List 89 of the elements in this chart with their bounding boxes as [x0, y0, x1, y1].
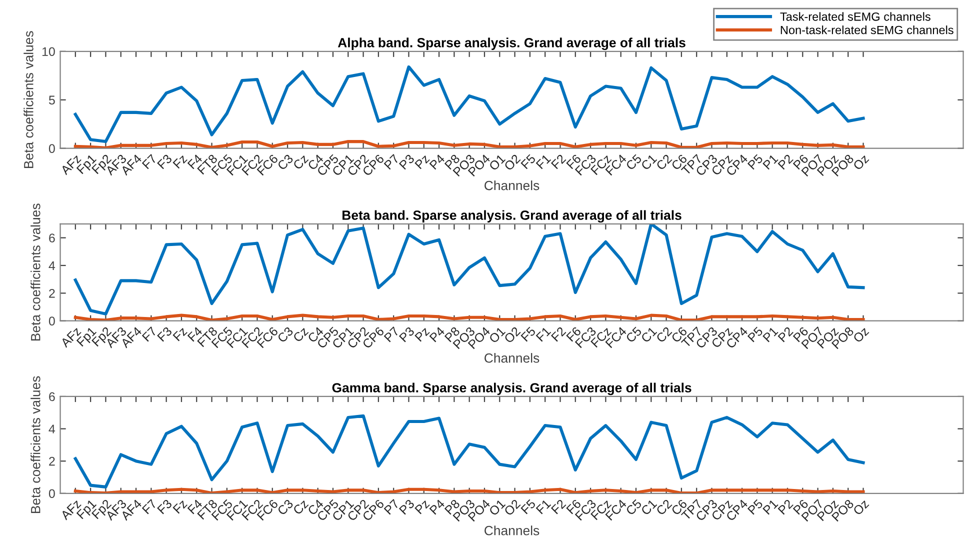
- legend-label: Task-related sEMG channels: [780, 12, 930, 21]
- x-tick-label: P5: [747, 498, 764, 515]
- line-series: [74, 65, 865, 144]
- x-axis-title: Channels: [484, 526, 540, 536]
- x-tick-label: Cz: [292, 154, 309, 170]
- x-tick-label: P3: [398, 498, 415, 515]
- x-tick-label: C1: [640, 326, 658, 344]
- x-tick-label: F2: [550, 154, 566, 170]
- x-tick-label: P7: [384, 326, 400, 342]
- x-tick-label: F7: [142, 154, 158, 170]
- x-tick-label: O1: [488, 326, 506, 344]
- x-tick-label: P1: [762, 499, 778, 515]
- line-series: [74, 140, 865, 148]
- x-tick-label: C3: [276, 498, 294, 516]
- x-tick-label: C1: [640, 498, 658, 516]
- x-tick-label: P2: [778, 498, 794, 515]
- x-tick-label: F3: [156, 154, 172, 170]
- x-tick-label: F3: [156, 498, 172, 514]
- legend-label: Non-task-related sEMG channels: [780, 26, 954, 34]
- x-tick-label: Cz: [292, 498, 309, 516]
- line-series: [74, 224, 865, 316]
- x-tick-label: O2: [504, 498, 521, 516]
- x-tick-label: P1: [762, 154, 778, 170]
- x-tick-label: C5: [625, 498, 642, 516]
- x-tick-label: P7: [384, 499, 400, 515]
- x-tick-label: Fz: [172, 499, 188, 514]
- y-tick-label: 2: [49, 456, 55, 466]
- x-tick-label: C3: [276, 326, 294, 344]
- x-tick-label: C3: [276, 154, 294, 171]
- x-tick-label: F1: [536, 154, 552, 170]
- y-tick-label: 2: [49, 288, 55, 298]
- y-tick-label: 5: [48, 96, 55, 105]
- x-tick-label: Oz: [852, 326, 870, 344]
- y-tick-label: 6: [49, 234, 55, 242]
- x-tick-label: F3: [156, 326, 172, 342]
- x-tick-label: P3: [398, 154, 415, 170]
- x-tick-label: Oz: [852, 498, 870, 516]
- x-tick-label: C5: [625, 326, 642, 344]
- y-axis-title: Beta coefficients values: [24, 31, 34, 168]
- x-tick-label: F1: [536, 326, 552, 342]
- x-axis-title: Channels: [484, 180, 540, 190]
- x-tick-label: P2: [778, 154, 794, 170]
- y-axis-title: Beta coefficients values: [30, 376, 40, 514]
- x-tick-label: F5: [520, 326, 536, 342]
- x-tick-label: O2: [504, 154, 521, 172]
- chart-title: Beta band. Sparse analysis. Grand average of all trials: [342, 210, 682, 223]
- x-tick-label: P5: [747, 326, 764, 342]
- x-tick-label: Fz: [172, 154, 188, 169]
- x-tick-label: Oz: [852, 154, 870, 171]
- y-tick-label: 10: [42, 47, 55, 56]
- x-tick-label: O1: [488, 154, 506, 172]
- x-tick-label: P3: [398, 326, 415, 342]
- x-tick-label: Pz: [414, 154, 430, 170]
- x-tick-label: P1: [762, 326, 778, 342]
- x-tick-label: C2: [656, 498, 672, 516]
- x-axis-title: Channels: [484, 353, 540, 363]
- x-tick-label: Fz: [172, 326, 188, 342]
- y-tick-label: 4: [48, 261, 56, 270]
- x-tick-label: C5: [625, 154, 642, 171]
- x-tick-label: Pz: [414, 326, 430, 342]
- y-tick-label: 0: [48, 489, 55, 498]
- x-tick-label: C2: [656, 154, 672, 171]
- x-tick-label: F7: [142, 499, 158, 514]
- x-tick-label: O2: [504, 326, 521, 344]
- y-tick-label: 0: [48, 144, 55, 153]
- x-tick-label: Pz: [414, 499, 430, 514]
- x-tick-label: F2: [550, 326, 566, 342]
- line-series: [74, 414, 865, 488]
- x-tick-label: F7: [142, 326, 158, 342]
- x-tick-label: F1: [536, 499, 552, 514]
- chart-title: Alpha band. Sparse analysis. Grand average of all trials: [338, 38, 686, 50]
- chart-title: Gamma band. Sparse analysis. Grand average of all trials: [332, 382, 692, 396]
- y-tick-label: 4: [48, 424, 56, 434]
- x-tick-label: C1: [640, 154, 658, 171]
- x-tick-label: F2: [550, 498, 566, 514]
- x-tick-label: P4: [429, 326, 446, 342]
- x-tick-label: P7: [384, 154, 400, 170]
- x-tick-label: P4: [429, 154, 446, 170]
- x-tick-label: F5: [520, 498, 536, 514]
- x-tick-label: P5: [747, 154, 764, 170]
- x-tick-label: C2: [656, 326, 672, 344]
- y-tick-label: 0: [48, 316, 55, 326]
- x-tick-label: P4: [429, 498, 446, 515]
- y-tick-label: 6: [49, 392, 55, 402]
- x-tick-label: Cz: [292, 326, 309, 343]
- x-tick-label: F5: [520, 154, 536, 170]
- x-tick-label: O1: [488, 498, 506, 516]
- y-axis-title: Beta coefficients values: [30, 204, 40, 340]
- x-tick-label: P2: [778, 326, 794, 342]
